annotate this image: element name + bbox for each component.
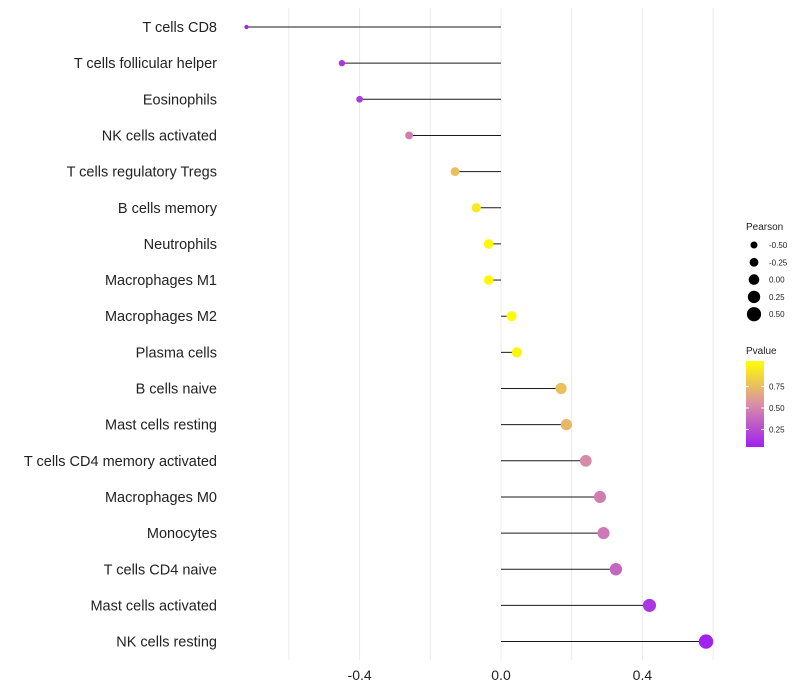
pearson-legend-title: Pearson	[746, 222, 783, 233]
lollipop-dot	[244, 24, 249, 30]
lollipop-dot	[471, 203, 481, 213]
lollipop-dot	[511, 347, 523, 358]
x-tick-label: -0.4	[348, 667, 372, 683]
category-label: Macrophages M2	[105, 309, 217, 325]
pvalue-legend-label: 0.50	[769, 404, 785, 413]
pearson-legend-dot	[749, 257, 759, 267]
pearson-legend-label: -0.50	[769, 241, 788, 250]
x-tick-label: 0.0	[491, 667, 511, 683]
pearson-legend-dot	[750, 241, 758, 249]
lollipop-dot	[593, 490, 606, 503]
lollipop-dot	[338, 59, 346, 67]
lollipop-dot	[483, 275, 494, 285]
category-label: T cells CD4 naive	[104, 562, 217, 578]
pvalue-color-legend: Pvalue 0.25 0.50 0.75	[746, 346, 785, 447]
pearson-legend-dot	[748, 274, 760, 285]
pearson-legend-dot	[746, 307, 762, 322]
category-label: Neutrophils	[144, 237, 217, 253]
lollipop-dots	[244, 24, 714, 649]
pvalue-legend-label: 0.75	[769, 383, 785, 392]
lollipop-dot	[642, 598, 657, 612]
lollipop-dot	[405, 131, 413, 140]
pvalue-legend-title: Pvalue	[746, 346, 777, 357]
category-label: B cells memory	[118, 201, 218, 217]
category-label: Mast cells resting	[105, 418, 217, 434]
lollipop-dot	[698, 634, 714, 649]
category-label: Macrophages M1	[105, 273, 217, 289]
pearson-legend-dot	[747, 290, 761, 304]
category-label: Eosinophils	[143, 92, 217, 108]
lollipop-dot	[555, 382, 567, 395]
category-label: B cells naive	[136, 382, 217, 398]
x-axis-ticks: -0.4 0.0 0.4	[348, 667, 653, 683]
pearson-legend-label: 0.50	[769, 310, 785, 319]
gridlines	[288, 8, 714, 660]
lollipop-dot	[609, 563, 623, 576]
category-label: Mast cells activated	[90, 598, 217, 614]
lollipop-stems	[246, 26, 707, 643]
pvalue-legend-label: 0.25	[769, 426, 785, 435]
lollipop-dot	[450, 167, 460, 177]
pearson-legend-label: 0.00	[769, 276, 785, 285]
category-label: Macrophages M0	[105, 490, 217, 506]
pearson-legend-label: -0.25	[769, 258, 788, 267]
category-label: T cells regulatory Tregs	[67, 165, 217, 181]
category-label: Monocytes	[147, 526, 217, 542]
lollipop-dot	[597, 527, 610, 540]
category-label: Plasma cells	[136, 345, 217, 361]
lollipop-dot	[579, 454, 592, 467]
pvalue-colorbar	[746, 361, 764, 447]
pearson-legend-label: 0.25	[769, 293, 785, 302]
x-tick-label: 0.4	[633, 667, 653, 683]
lollipop-dot	[560, 419, 573, 431]
category-label: T cells follicular helper	[74, 56, 217, 72]
lollipop-dot	[356, 95, 363, 103]
pearson-size-legend: Pearson -0.50 -0.25 0.00 0.25 0.50	[746, 222, 788, 322]
category-label: T cells CD8	[142, 20, 217, 36]
category-labels: T cells CD8 T cells follicular helper Eosi…	[24, 20, 218, 651]
lollipop-dot	[483, 239, 494, 249]
category-label: NK cells activated	[102, 128, 217, 144]
category-label: NK cells resting	[116, 635, 217, 651]
category-label: T cells CD4 memory activated	[24, 454, 217, 470]
lollipop-dot	[506, 311, 517, 322]
